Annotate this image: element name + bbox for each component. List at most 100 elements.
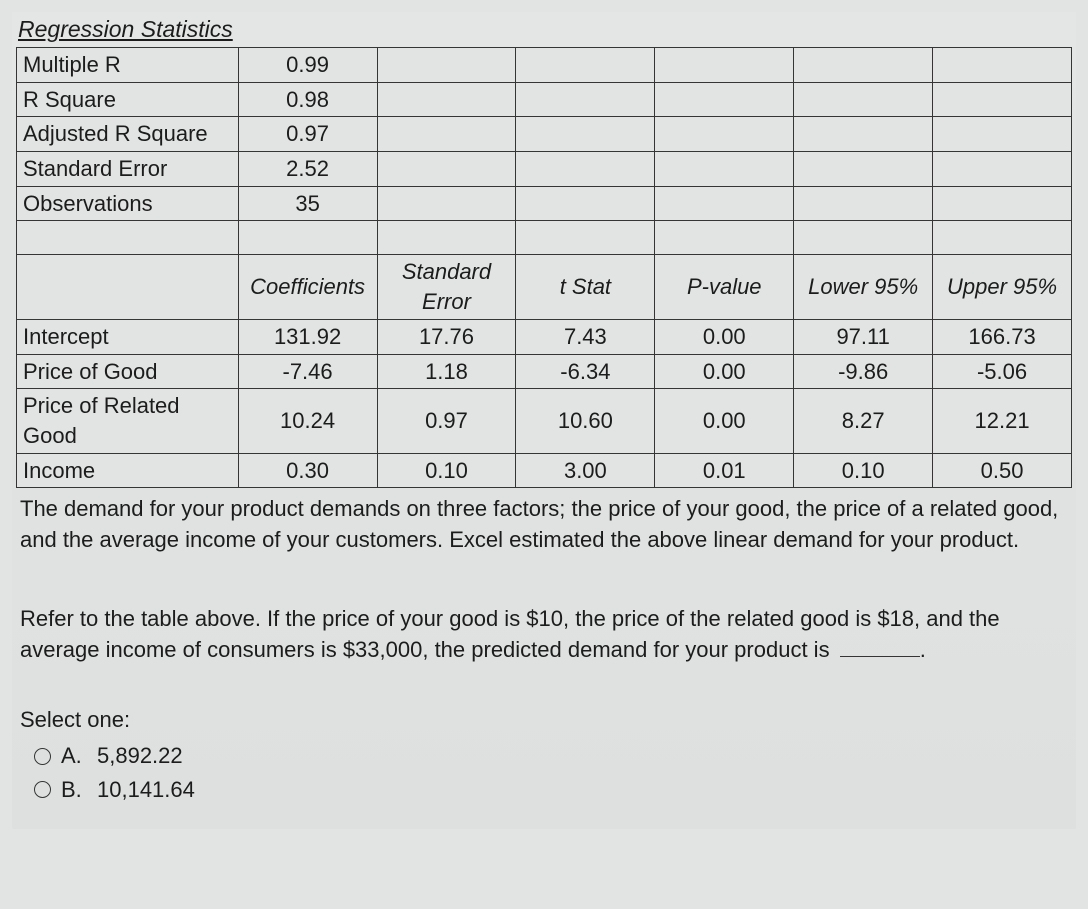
radio-icon (34, 748, 51, 765)
document-page: Regression Statistics Multiple R 0.99 R … (12, 12, 1076, 829)
spacer-row (17, 221, 1072, 255)
coeff-cell: -9.86 (794, 354, 933, 389)
table-row: Observations 35 (17, 186, 1072, 221)
empty-cell (933, 152, 1072, 187)
empty-cell (377, 186, 516, 221)
coeff-cell: 10.60 (516, 389, 655, 453)
stat-value: 0.99 (238, 48, 377, 83)
coeff-label: Price of Good (17, 354, 239, 389)
empty-cell (933, 186, 1072, 221)
option-text: 5,892.22 (97, 741, 183, 771)
empty-cell (655, 221, 794, 255)
empty-cell (794, 152, 933, 187)
question-body: Refer to the table above. If the price o… (20, 606, 1000, 662)
coeff-header: Lower 95% (794, 255, 933, 319)
coeff-header: Upper 95% (933, 255, 1072, 319)
table-row: Price of Related Good 10.24 0.97 10.60 0… (17, 389, 1072, 453)
coeff-cell: 97.11 (794, 319, 933, 354)
table-row: Multiple R 0.99 (17, 48, 1072, 83)
radio-icon (34, 781, 51, 798)
coeff-cell: 0.00 (655, 389, 794, 453)
table-row: Standard Error 2.52 (17, 152, 1072, 187)
empty-cell (655, 82, 794, 117)
empty-cell (516, 152, 655, 187)
empty-cell (655, 117, 794, 152)
coeff-header: P-value (655, 255, 794, 319)
stat-label: Multiple R (17, 48, 239, 83)
empty-cell (655, 186, 794, 221)
coeff-cell: 0.97 (377, 389, 516, 453)
coeff-cell: 0.00 (655, 354, 794, 389)
coeff-cell: 7.43 (516, 319, 655, 354)
regression-stats-table: Multiple R 0.99 R Square 0.98 Adjusted R… (16, 47, 1072, 488)
question-text: Refer to the table above. If the price o… (20, 604, 1068, 666)
coeff-cell: 0.10 (794, 453, 933, 488)
coeff-header: t Stat (516, 255, 655, 319)
empty-cell (377, 117, 516, 152)
empty-cell (933, 221, 1072, 255)
coeff-header: Coefficients (238, 255, 377, 319)
coeff-header: Standard Error (377, 255, 516, 319)
empty-cell (655, 152, 794, 187)
stat-label: Adjusted R Square (17, 117, 239, 152)
stat-value: 2.52 (238, 152, 377, 187)
option-letter: A. (61, 741, 87, 771)
empty-cell (794, 221, 933, 255)
empty-cell (933, 82, 1072, 117)
empty-cell (17, 221, 239, 255)
empty-cell (377, 82, 516, 117)
coeff-cell: -7.46 (238, 354, 377, 389)
coeff-label: Income (17, 453, 239, 488)
coeff-cell: 17.76 (377, 319, 516, 354)
coeff-cell: 0.10 (377, 453, 516, 488)
empty-cell (794, 117, 933, 152)
coeff-cell: 131.92 (238, 319, 377, 354)
empty-cell (238, 221, 377, 255)
coeff-cell: 1.18 (377, 354, 516, 389)
table-row: Adjusted R Square 0.97 (17, 117, 1072, 152)
coeff-cell: 8.27 (794, 389, 933, 453)
coeff-cell: 166.73 (933, 319, 1072, 354)
empty-cell (933, 117, 1072, 152)
option-text: 10,141.64 (97, 775, 195, 805)
coeff-label: Price of Related Good (17, 389, 239, 453)
table-row: R Square 0.98 (17, 82, 1072, 117)
empty-cell (794, 48, 933, 83)
options-group: A. 5,892.22 B. 10,141.64 (34, 741, 1072, 804)
coeff-cell: -5.06 (933, 354, 1072, 389)
coeff-cell: 0.00 (655, 319, 794, 354)
empty-cell (377, 48, 516, 83)
coeff-label: Intercept (17, 319, 239, 354)
empty-cell (516, 186, 655, 221)
answer-blank (840, 656, 920, 657)
coeff-cell: 0.01 (655, 453, 794, 488)
empty-cell (516, 48, 655, 83)
option-b[interactable]: B. 10,141.64 (34, 775, 1072, 805)
stat-value: 35 (238, 186, 377, 221)
regression-stats-heading: Regression Statistics (18, 14, 233, 45)
stat-label: Standard Error (17, 152, 239, 187)
empty-cell (516, 221, 655, 255)
table-row: Price of Good -7.46 1.18 -6.34 0.00 -9.8… (17, 354, 1072, 389)
option-letter: B. (61, 775, 87, 805)
table-row: Income 0.30 0.10 3.00 0.01 0.10 0.50 (17, 453, 1072, 488)
empty-cell (655, 48, 794, 83)
coeff-cell: 0.50 (933, 453, 1072, 488)
coeff-cell: 3.00 (516, 453, 655, 488)
empty-cell (794, 186, 933, 221)
coeff-header-row: Coefficients Standard Error t Stat P-val… (17, 255, 1072, 319)
option-a[interactable]: A. 5,892.22 (34, 741, 1072, 771)
table-row: Intercept 131.92 17.76 7.43 0.00 97.11 1… (17, 319, 1072, 354)
question-tail: . (920, 637, 926, 662)
stat-label: R Square (17, 82, 239, 117)
stat-value: 0.98 (238, 82, 377, 117)
empty-cell (17, 255, 239, 319)
stat-value: 0.97 (238, 117, 377, 152)
stat-label: Observations (17, 186, 239, 221)
empty-cell (516, 82, 655, 117)
empty-cell (377, 221, 516, 255)
coeff-cell: 0.30 (238, 453, 377, 488)
empty-cell (794, 82, 933, 117)
coeff-cell: 10.24 (238, 389, 377, 453)
empty-cell (516, 117, 655, 152)
